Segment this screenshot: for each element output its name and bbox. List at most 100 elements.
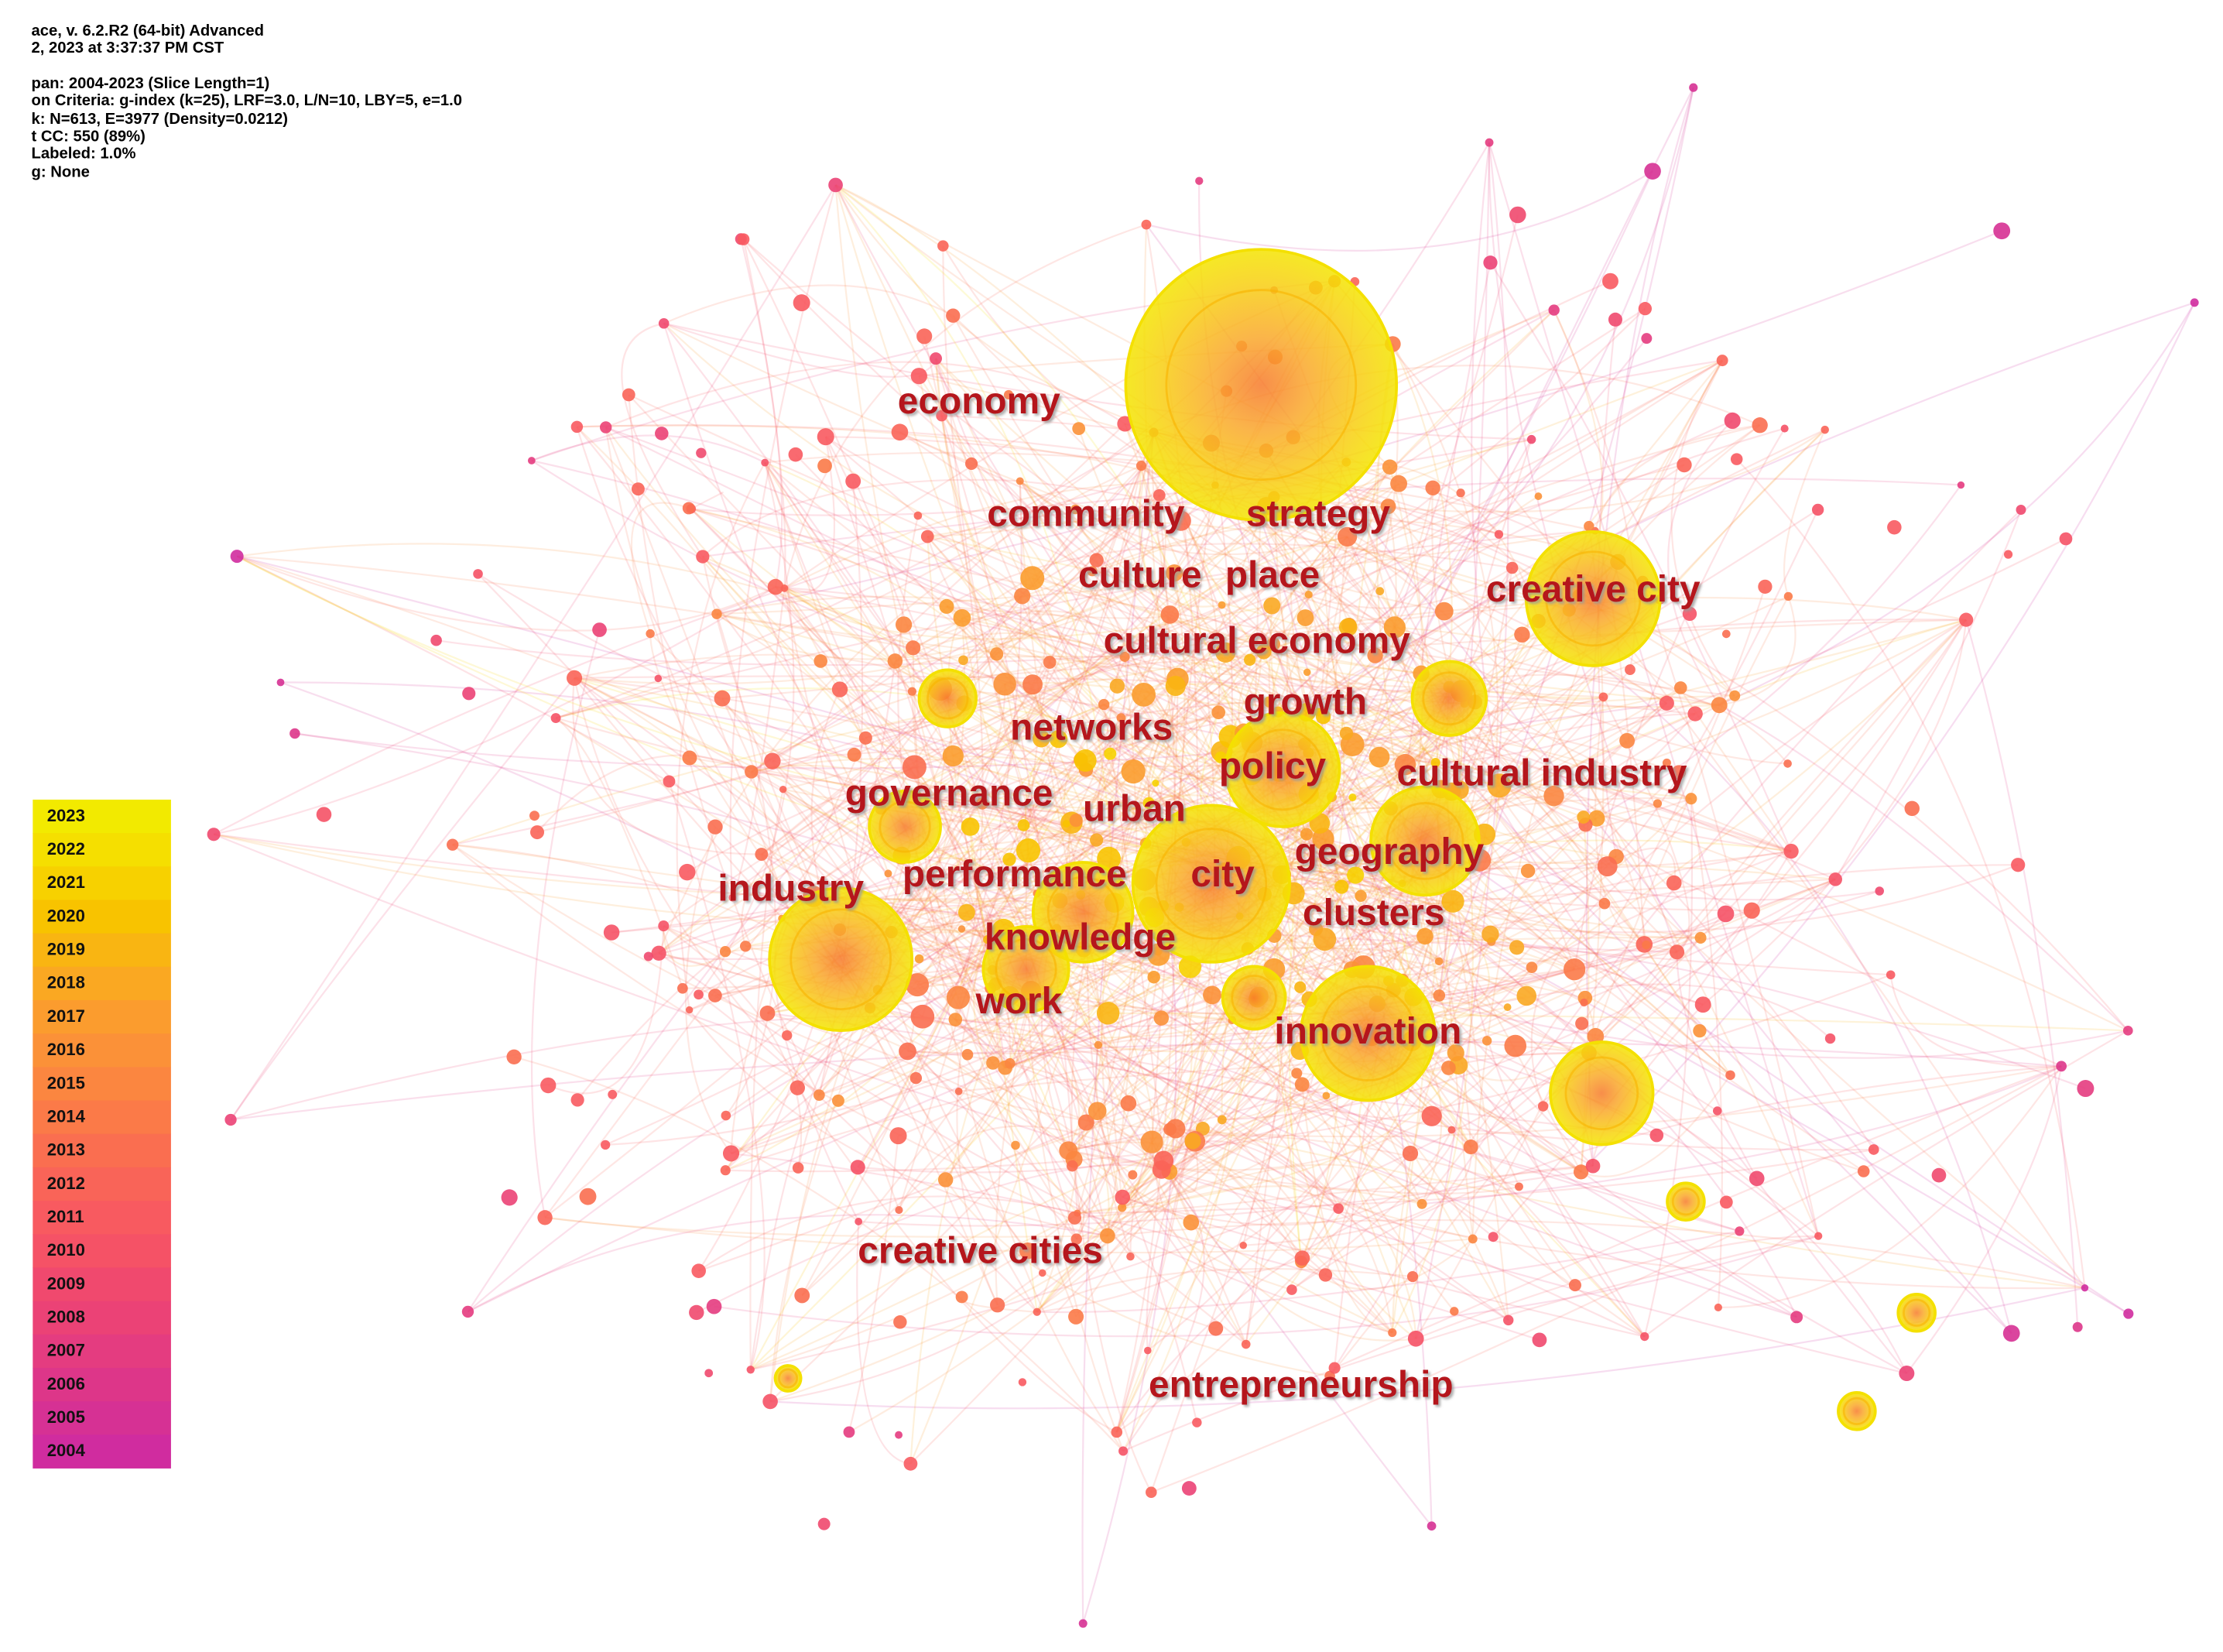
- node: [1716, 355, 1728, 367]
- node-label: knowledge: [985, 917, 1176, 958]
- edge: [1530, 903, 1605, 1107]
- node: [1143, 1346, 1152, 1355]
- edge: [1489, 262, 1793, 852]
- edge: [1537, 620, 2012, 1334]
- node: [1120, 1095, 1137, 1112]
- node: [540, 1077, 557, 1094]
- node: [746, 1366, 755, 1374]
- edge: [1068, 878, 1836, 1152]
- node: [1526, 434, 1536, 444]
- edge: [1471, 360, 1724, 1239]
- edge: [858, 1170, 1581, 1227]
- node: [1503, 1314, 1514, 1326]
- node: [1383, 616, 1406, 639]
- legend-swatch: [33, 1033, 171, 1068]
- edge: [237, 555, 913, 649]
- edge: [1091, 519, 1618, 572]
- node: [1069, 814, 1083, 828]
- node: [663, 775, 676, 788]
- node: [895, 1431, 903, 1439]
- node: [1347, 866, 1365, 884]
- node: [1140, 1130, 1163, 1153]
- edge: [555, 687, 1252, 775]
- node: [1266, 637, 1281, 651]
- edge: [775, 586, 1836, 880]
- legend-swatch: [33, 1234, 171, 1268]
- node: [608, 1089, 618, 1099]
- node: [1463, 1140, 1478, 1155]
- node: [694, 989, 704, 1000]
- edge: [1005, 850, 1792, 1069]
- edge: [969, 826, 1038, 1312]
- edge: [894, 632, 1253, 743]
- node: [759, 1005, 776, 1021]
- edge: [1642, 581, 1820, 1236]
- node: [1314, 708, 1323, 716]
- edge: [1160, 694, 1735, 1170]
- node: [1425, 480, 1440, 495]
- edge: [1719, 596, 1797, 706]
- node: [1020, 566, 1045, 591]
- node: [1166, 564, 1183, 582]
- edge: [684, 826, 732, 1154]
- node: [1743, 902, 1760, 919]
- node: [676, 982, 688, 994]
- edge: [1103, 704, 1150, 804]
- legend-year: 2009: [47, 1273, 85, 1293]
- hub-ring: [1545, 550, 1642, 647]
- legend-year: 2008: [47, 1308, 85, 1327]
- node: [654, 674, 663, 683]
- edge: [740, 238, 783, 588]
- node: [1002, 852, 1016, 866]
- edge: [658, 466, 1391, 955]
- node: [1183, 1214, 1200, 1231]
- edge: [697, 462, 795, 996]
- edge: [688, 507, 1735, 697]
- node: [1334, 879, 1349, 894]
- legend-swatch: [33, 966, 171, 1001]
- edge: [769, 802, 983, 1402]
- node: [1291, 1068, 1303, 1079]
- edge: [834, 184, 1115, 903]
- header-line: 2, 2023 at 3:37:37 PM CST: [32, 39, 224, 57]
- node: [930, 352, 943, 365]
- legend-swatch: [33, 1301, 171, 1335]
- edge: [1177, 638, 1262, 734]
- edge: [1594, 424, 1760, 531]
- node: [1481, 1036, 1492, 1046]
- node: [696, 447, 707, 458]
- edge: [751, 309, 1555, 773]
- edge: [909, 360, 1724, 1465]
- edge: [1122, 1196, 1645, 1338]
- node: [1687, 706, 1703, 721]
- node-label: governance: [845, 773, 1053, 814]
- node: [1094, 1040, 1103, 1050]
- edge: [1351, 797, 1692, 972]
- edge: [702, 478, 1020, 557]
- edge: [1670, 360, 1736, 697]
- node: [276, 678, 285, 687]
- edge: [1036, 704, 1121, 894]
- edge: [1334, 1065, 2062, 1369]
- node: [983, 935, 992, 944]
- edge: [1168, 439, 1533, 1172]
- node: [1520, 863, 1536, 879]
- node: [1677, 457, 1692, 473]
- nodes: [207, 83, 2199, 1628]
- edge: [1239, 915, 1891, 976]
- edge: [764, 461, 1225, 872]
- edge: [1272, 643, 1442, 790]
- node: [1160, 605, 1180, 624]
- node: [1096, 1002, 1120, 1025]
- node-label: creative city: [1486, 569, 1701, 610]
- edge: [813, 711, 1219, 897]
- edge: [698, 904, 1057, 996]
- edge: [605, 427, 1146, 881]
- edge: [751, 656, 1125, 773]
- edge: [1157, 954, 1417, 1339]
- node: [907, 687, 917, 696]
- edge: [1115, 752, 1310, 1433]
- edge: [1068, 1045, 1516, 1171]
- edge: [973, 939, 1078, 1214]
- edge: [663, 917, 783, 967]
